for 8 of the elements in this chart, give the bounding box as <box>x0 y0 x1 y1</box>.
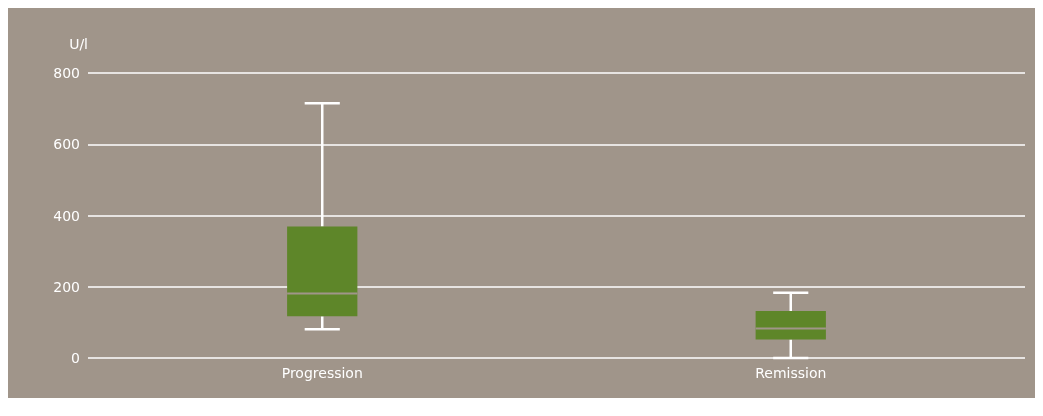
y-axis-title: U/l <box>69 36 88 52</box>
y-tick-label: 0 <box>71 350 80 366</box>
y-tick-label: 200 <box>53 278 80 295</box>
x-tick-label: Remission <box>755 365 827 381</box>
y-tick-label: 400 <box>53 207 80 224</box>
x-tick-label: Progression <box>281 365 363 381</box>
y-tick-label: 600 <box>53 136 80 153</box>
y-tick-label: 800 <box>53 65 80 81</box>
